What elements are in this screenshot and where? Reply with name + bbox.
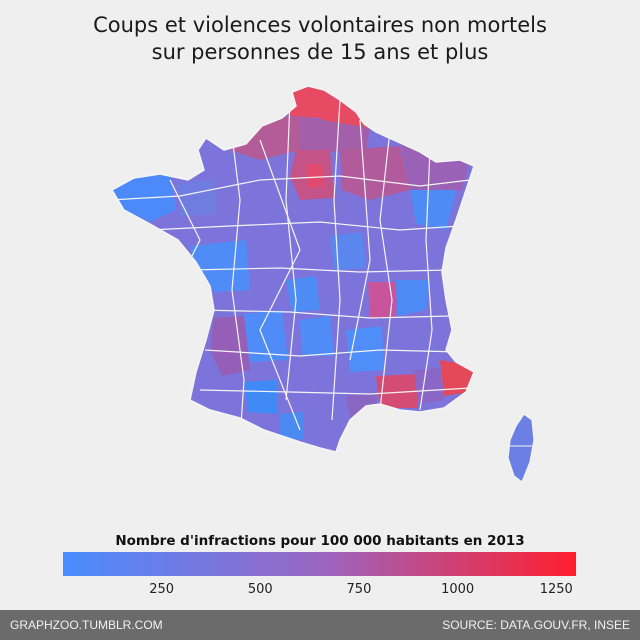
department-nievre [330,232,366,270]
department-somme [300,116,370,152]
color-scale-bar [63,552,576,576]
title-line-1: Coups et violences volontaires non morte… [93,13,547,37]
footer: GRAPHZOO.TUMBLR.COM SOURCE: DATA.GOUV.FR… [0,610,640,640]
footer-credit: GRAPHZOO.TUMBLR.COM [10,618,163,632]
footer-source: SOURCE: DATA.GOUV.FR, INSEE [442,618,630,632]
department-ain [396,280,430,316]
department-alpes-maritimes [440,360,474,396]
legend-tick-label: 1000 [441,582,475,597]
department-finistere [112,172,176,222]
department-puy-de-dome [300,316,334,356]
department-rhone [368,282,396,318]
legend-tick-label: 500 [247,582,273,597]
legend-tick-label: 750 [346,582,372,597]
legend-tick-label: 1250 [539,582,573,597]
department-var [414,368,444,404]
title-line-2: sur personnes de 15 ans et plus [151,40,489,64]
legend-tick-label: 250 [149,582,175,597]
department-bouches-du-rhone [376,374,418,408]
department-haute-vienne [244,310,288,362]
map-title: Coups et violences volontaires non morte… [0,12,640,66]
department-haute-loire [346,326,384,372]
department-cher [286,276,320,312]
department-corse [507,413,535,483]
department-ille-et-vilaine [176,180,216,216]
department-ariege [280,412,304,440]
department-borders [112,99,471,441]
department-vosges [410,190,456,230]
department-marne [340,146,410,200]
department-herault [346,392,380,420]
department-seine-saint-denis [306,164,324,188]
department-gironde [210,316,250,376]
department-gers [244,380,278,414]
legend-title: Nombre d'infractions pour 100 000 habita… [115,533,525,549]
